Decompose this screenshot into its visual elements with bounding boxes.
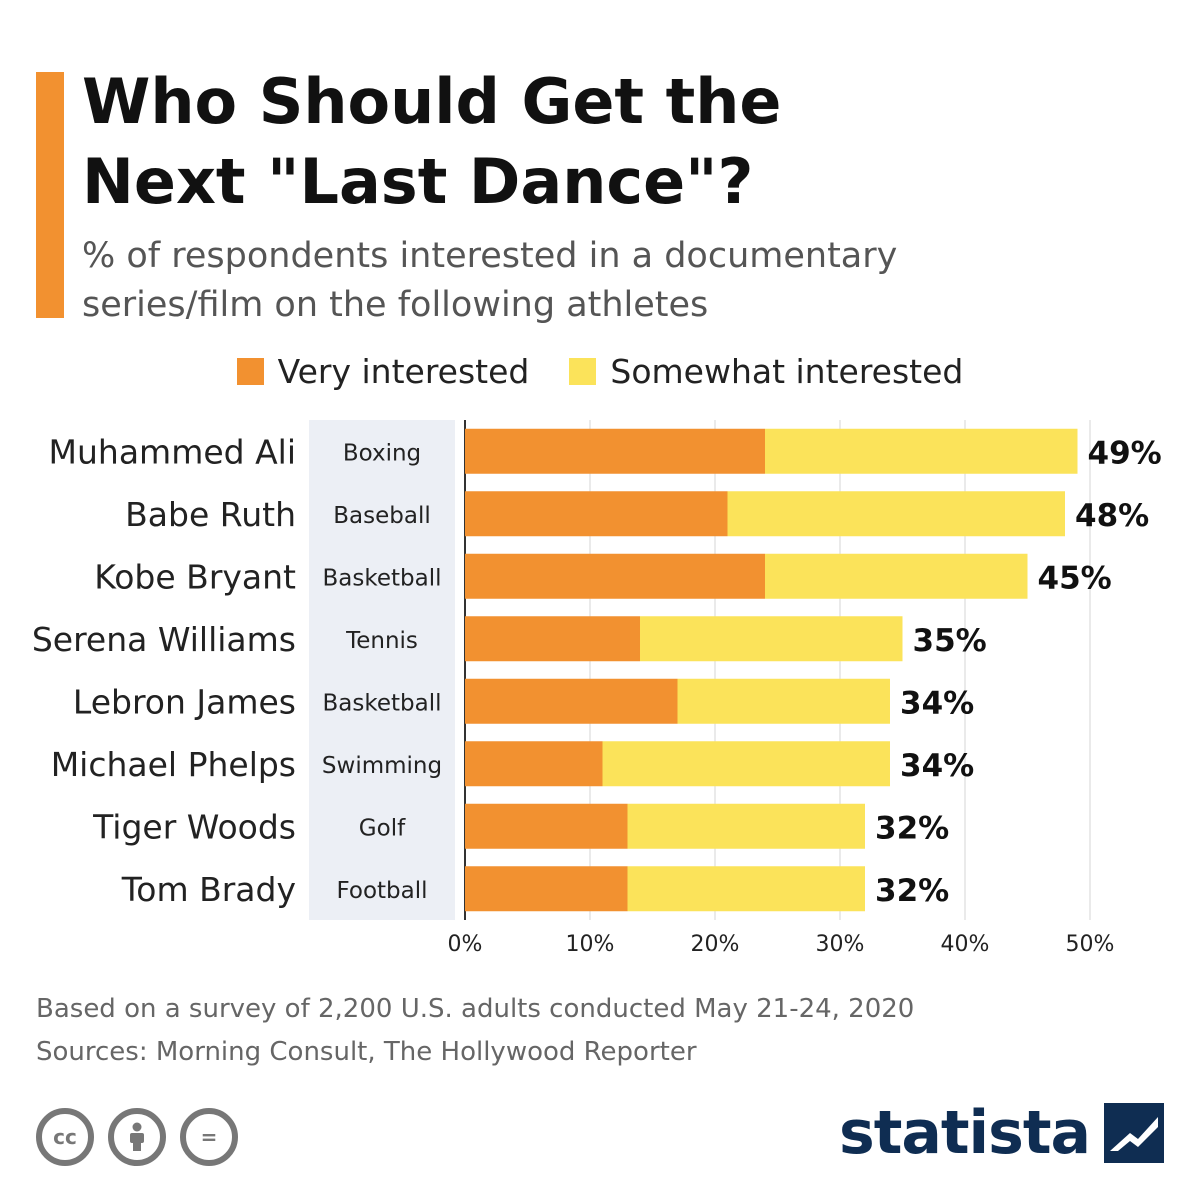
x-tick-label: 40%	[941, 932, 990, 957]
sport-label: Basketball	[323, 690, 442, 716]
attribution-icon[interactable]	[108, 1108, 166, 1166]
bar-very-interested	[465, 491, 728, 537]
statista-logo-icon	[1104, 1103, 1164, 1163]
statista-wordmark: statista	[838, 1098, 1091, 1168]
sport-label: Tennis	[345, 628, 418, 654]
total-value-label: 49%	[1088, 435, 1162, 471]
bar-very-interested	[465, 803, 628, 849]
bar-somewhat-interested	[765, 553, 1028, 599]
x-tick-label: 20%	[691, 932, 740, 957]
x-tick-label: 0%	[448, 932, 483, 957]
athlete-label: Lebron James	[73, 682, 296, 721]
bar-very-interested	[465, 428, 765, 474]
athlete-label: Tom Brady	[121, 870, 296, 909]
title-line-2: Next "Last Dance"?	[82, 145, 754, 218]
athlete-label: Tiger Woods	[92, 807, 296, 846]
total-value-label: 48%	[1075, 498, 1149, 534]
accent-bar	[36, 72, 64, 318]
chart-subtitle: % of respondents interested in a documen…	[82, 232, 1162, 330]
bar-somewhat-interested	[627, 803, 865, 849]
no-derivatives-icon[interactable]: =	[180, 1108, 238, 1166]
sport-label: Swimming	[322, 753, 442, 779]
statista-logo[interactable]: statista	[839, 1098, 1164, 1168]
survey-note: Based on a survey of 2,200 U.S. adults c…	[36, 994, 915, 1024]
chart-title: Who Should Get the Next "Last Dance"?	[82, 62, 1162, 222]
athlete-label: Muhammed Ali	[49, 432, 296, 471]
creative-commons-icon[interactable]: cc	[36, 1108, 94, 1166]
x-tick-label: 10%	[566, 932, 615, 957]
sport-label-band	[309, 420, 455, 920]
bar-somewhat-interested	[765, 428, 1078, 474]
bar-very-interested	[465, 866, 628, 912]
sport-label: Baseball	[333, 503, 430, 529]
athlete-label: Michael Phelps	[51, 745, 296, 784]
sport-label: Basketball	[323, 565, 442, 591]
x-tick-label: 50%	[1066, 932, 1115, 957]
legend-item-somewhat: Somewhat interested	[569, 352, 963, 391]
bar-very-interested	[465, 553, 765, 599]
sport-label: Football	[336, 878, 427, 904]
total-value-label: 45%	[1038, 560, 1112, 596]
total-value-label: 32%	[875, 873, 949, 909]
footnote: Based on a survey of 2,200 U.S. adults c…	[36, 988, 914, 1074]
x-tick-label: 30%	[816, 932, 865, 957]
legend-label-very: Very interested	[277, 352, 530, 391]
subtitle-line-1: % of respondents interested in a documen…	[82, 236, 898, 276]
athlete-label: Serena Williams	[32, 620, 296, 659]
sport-label: Golf	[359, 815, 406, 841]
legend-item-very: Very interested	[236, 352, 530, 391]
legend-swatch-very	[236, 358, 264, 385]
sport-label: Boxing	[343, 440, 421, 466]
bar-very-interested	[465, 678, 678, 724]
total-value-label: 34%	[900, 748, 974, 784]
bar-somewhat-interested	[602, 741, 890, 787]
bar-somewhat-interested	[640, 616, 903, 662]
person-glyph	[130, 1122, 144, 1151]
bar-somewhat-interested	[677, 678, 890, 724]
license-icons: cc =	[36, 1108, 252, 1166]
athlete-label: Kobe Bryant	[94, 557, 296, 596]
bar-very-interested	[465, 616, 640, 662]
total-value-label: 35%	[913, 623, 987, 659]
bar-somewhat-interested	[627, 866, 865, 912]
legend-label-somewhat: Somewhat interested	[610, 352, 964, 391]
title-line-1: Who Should Get the	[82, 65, 782, 138]
bar-very-interested	[465, 741, 603, 787]
total-value-label: 34%	[900, 685, 974, 721]
sources-note: Sources: Morning Consult, The Hollywood …	[36, 1037, 697, 1067]
subtitle-line-2: series/film on the following athletes	[82, 285, 709, 325]
bar-chart: Muhammed Ali Boxing 49% Babe Ruth Baseball 48…	[32, 420, 1162, 957]
total-value-label: 32%	[875, 810, 949, 846]
legend: Very interested Somewhat interested	[0, 352, 1200, 391]
athlete-label: Babe Ruth	[125, 495, 296, 534]
legend-swatch-somewhat	[569, 358, 597, 385]
bar-somewhat-interested	[727, 491, 1065, 537]
